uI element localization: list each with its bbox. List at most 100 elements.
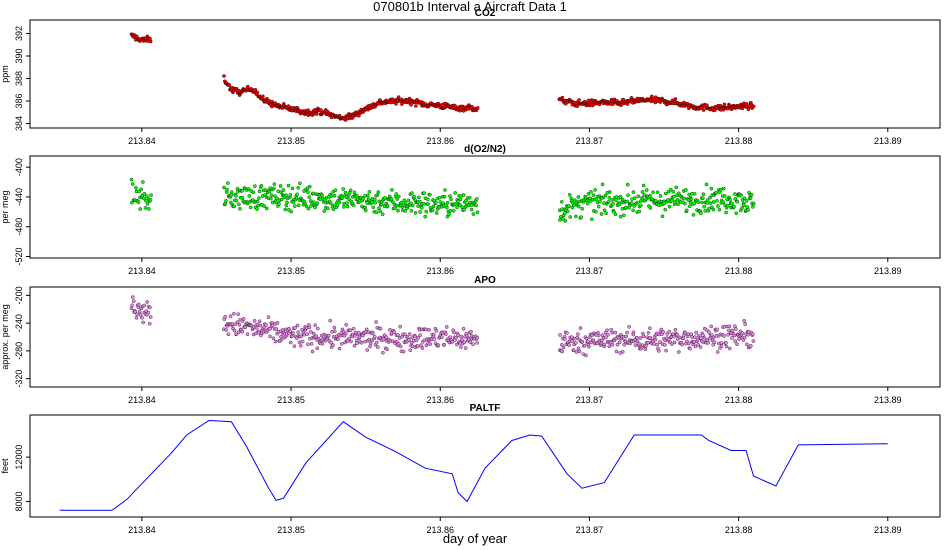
data-point [644,188,649,192]
data-point [674,185,678,190]
data-point [474,197,479,201]
data-point [296,203,301,208]
data-point [359,341,364,345]
data-point [619,200,624,205]
data-point [660,214,665,219]
data-point [426,202,430,206]
data-point [652,342,656,346]
data-point [582,343,587,348]
data-point [635,335,639,340]
data-point [565,331,569,335]
x-tick-label-co2: 213.88 [725,136,753,146]
data-point [143,206,148,210]
data-point [352,190,357,195]
panel-title-co2: CO2 [475,8,496,19]
plot-frame-o2n2 [29,155,941,259]
data-point [262,204,267,208]
data-point [596,204,601,209]
data-point [414,104,418,108]
data-point [701,196,705,201]
data-point [563,211,567,215]
x-tick-label-o2n2: 213.85 [277,266,305,276]
data-point [591,193,596,197]
data-point [286,183,291,188]
data-point [269,196,273,201]
data-point [375,193,380,197]
data-point [637,209,642,214]
data-point [676,202,680,207]
data-point [444,325,449,329]
data-point [471,342,475,346]
data-point [627,325,631,329]
data-point [246,187,251,191]
data-point [313,323,317,327]
data-point [373,197,377,202]
data-point [233,322,237,326]
data-point [383,196,387,200]
data-point [610,343,615,347]
x-tick-label-co2: 213.84 [128,136,156,146]
x-tick-label-apo: 213.86 [426,395,454,405]
data-point [257,196,261,200]
data-point [293,326,297,330]
data-point [373,200,377,205]
data-point [331,343,335,347]
data-point [300,339,305,344]
data-point [561,217,565,221]
data-point [727,324,732,329]
data-point [329,194,334,198]
data-point [315,201,320,205]
data-point [226,332,231,337]
data-point [129,177,134,182]
data-point [738,208,743,213]
data-point [229,200,233,205]
data-point [730,201,734,206]
data-point [273,101,278,105]
data-point [648,193,652,198]
data-point [342,205,346,209]
data-point [428,192,432,197]
data-point [749,193,754,197]
data-point [256,330,261,335]
data-point [293,204,297,208]
data-point [735,342,739,346]
data-point [447,212,451,216]
data-point [672,340,677,345]
data-point [371,205,375,210]
data-point [381,337,386,341]
data-point [309,342,314,346]
data-point [368,341,373,346]
data-point [476,106,480,110]
data-point [366,197,371,201]
data-point [329,201,333,206]
data-point [617,340,622,344]
data-point [727,328,731,333]
data-point [227,83,232,87]
data-point [599,341,604,346]
data-point [722,102,727,107]
data-point [677,350,681,354]
data-point [646,331,651,335]
data-point [245,332,250,336]
data-point [302,332,306,337]
data-point [631,330,636,335]
data-point [749,343,753,348]
data-point [641,183,646,188]
data-point [394,192,399,196]
data-point [716,204,720,208]
x-tick-label-apo: 213.84 [128,395,156,405]
data-point [314,112,319,116]
data-point [643,347,648,351]
data-point [445,205,449,210]
data-point [145,300,149,304]
data-point [420,206,424,210]
x-tick-label-o2n2: 213.87 [576,266,604,276]
data-point [225,187,229,192]
data-point [290,186,295,191]
data-point [444,332,448,337]
data-point [133,310,138,314]
data-point [746,107,751,112]
data-point [378,326,383,331]
data-point [445,200,450,205]
data-point [740,206,744,210]
